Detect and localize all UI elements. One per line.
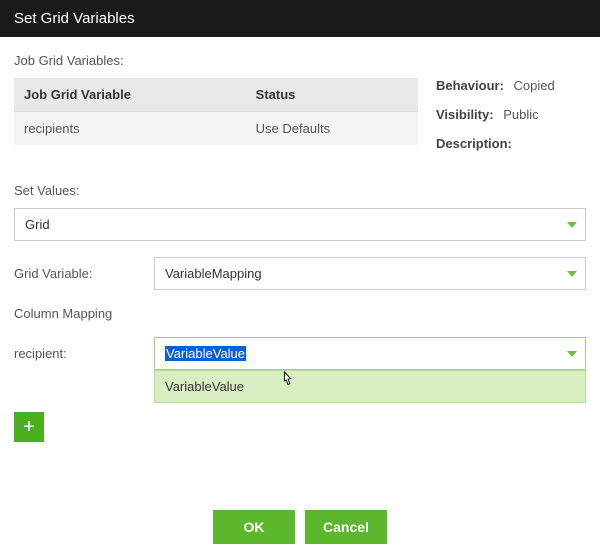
mode-select-value: Grid (25, 217, 50, 232)
add-button[interactable]: + (14, 412, 44, 442)
meta-description: Description: (436, 136, 586, 151)
meta-visibility-label: Visibility: (436, 107, 494, 122)
job-grid-table: Job Grid Variable Status recipients Use … (14, 78, 418, 145)
dialog-content: Job Grid Variables: Job Grid Variable St… (0, 37, 600, 442)
recipient-label: recipient: (14, 346, 154, 361)
col-status: Status (246, 78, 418, 112)
col-job-grid-variable: Job Grid Variable (14, 78, 246, 112)
ok-button[interactable]: OK (213, 510, 295, 544)
chevron-down-icon (567, 222, 577, 228)
grid-variable-value: VariableMapping (165, 266, 262, 281)
job-grid-label: Job Grid Variables: (14, 53, 586, 68)
dropdown-option[interactable]: VariableValue (155, 371, 585, 402)
table-row[interactable]: recipients Use Defaults (14, 112, 418, 146)
cancel-button[interactable]: Cancel (305, 510, 387, 544)
cell-variable: recipients (14, 112, 246, 146)
dialog-footer: OK Cancel (0, 510, 600, 544)
set-values-label: Set Values: (14, 183, 586, 198)
recipient-dropdown[interactable]: VariableValue (154, 370, 586, 403)
recipient-select[interactable]: VariableValue (154, 337, 586, 370)
chevron-down-icon (567, 351, 577, 357)
meta-behaviour-value: Copied (514, 78, 555, 93)
meta-visibility-value: Public (503, 107, 538, 122)
grid-variable-label: Grid Variable: (14, 266, 154, 281)
chevron-down-icon (567, 271, 577, 277)
dialog-title: Set Grid Variables (14, 10, 135, 27)
column-mapping-label: Column Mapping (14, 306, 586, 321)
meta-panel: Behaviour: Copied Visibility: Public Des… (436, 78, 586, 165)
grid-variable-select[interactable]: VariableMapping (154, 257, 586, 290)
dialog-titlebar: Set Grid Variables (0, 0, 600, 37)
grid-variable-row: Grid Variable: VariableMapping (14, 257, 586, 290)
job-grid-table-wrap: Job Grid Variable Status recipients Use … (14, 78, 418, 165)
meta-behaviour: Behaviour: Copied (436, 78, 586, 93)
cell-status: Use Defaults (246, 112, 418, 146)
meta-visibility: Visibility: Public (436, 107, 586, 122)
plus-icon: + (23, 416, 35, 439)
meta-behaviour-label: Behaviour: (436, 78, 504, 93)
mode-select[interactable]: Grid (14, 208, 586, 241)
meta-description-label: Description: (436, 136, 512, 151)
recipient-row: recipient: VariableValue VariableValue (14, 337, 586, 370)
top-row: Job Grid Variable Status recipients Use … (14, 78, 586, 165)
recipient-select-value: VariableValue (165, 346, 246, 361)
